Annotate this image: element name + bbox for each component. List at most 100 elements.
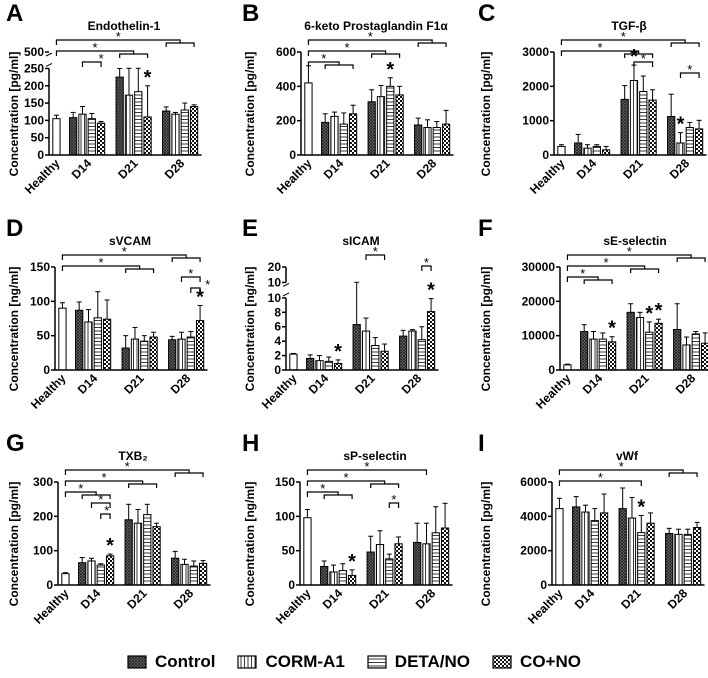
- significance-label: *: [125, 459, 130, 474]
- chart-title: sP-selectin: [343, 449, 407, 463]
- bar: [646, 522, 655, 586]
- legend-label: DETA/NO: [394, 652, 471, 671]
- bar: [386, 85, 395, 156]
- significance-bracket: [90, 502, 111, 508]
- bar: [682, 344, 691, 371]
- x-tick-label: Healthy: [22, 156, 63, 197]
- significance-bracket: [307, 50, 401, 58]
- significance-bracket: [388, 502, 400, 508]
- x-tick-label: Healthy: [31, 586, 72, 627]
- significance-star: *: [348, 551, 356, 573]
- significance-label: *: [604, 255, 609, 270]
- x-tick-label: D14: [320, 586, 346, 612]
- panel-letter: F: [478, 215, 493, 242]
- y-tick-label: 50: [282, 544, 296, 558]
- bar: [574, 142, 583, 156]
- significance-label: *: [99, 51, 104, 66]
- significance-star: *: [196, 286, 204, 308]
- x-tick-label: D14: [574, 156, 600, 182]
- x-tick-label: D21: [366, 586, 392, 612]
- bar: [324, 360, 333, 371]
- bar: [338, 570, 347, 586]
- x-tick-label: D14: [78, 586, 104, 612]
- bar: [102, 318, 112, 371]
- chart-title: Endothelin-1: [87, 19, 161, 33]
- significance-bracket: [64, 491, 111, 499]
- legend: Control CORM-A1 DETA/NO CO+NO: [0, 650, 708, 674]
- bar: [348, 113, 358, 156]
- bar: [692, 526, 702, 586]
- significance-star: *: [608, 318, 616, 340]
- bar: [162, 110, 171, 156]
- bar: [408, 330, 417, 371]
- chart-title: TGF-β: [611, 19, 647, 33]
- y-tick-label: 100: [24, 113, 44, 127]
- bar: [78, 113, 87, 156]
- y-tick-label: 150: [275, 475, 295, 489]
- bar: [96, 122, 106, 156]
- significance-label: *: [368, 29, 373, 44]
- checkerboard-swatch-icon: [492, 655, 512, 669]
- y-tick-label: 300: [33, 475, 53, 489]
- significance-label: *: [687, 62, 692, 77]
- crosshatch-swatch-icon: [127, 655, 147, 669]
- bar: [380, 350, 389, 371]
- x-tick-label: Healthy: [533, 371, 574, 412]
- y-tick-label: 3000: [522, 45, 549, 59]
- significance-label: *: [580, 266, 585, 281]
- x-tick-label: D21: [618, 586, 644, 612]
- bar: [75, 309, 84, 371]
- significance-bracket: [64, 480, 158, 488]
- panel-letter: D: [6, 215, 24, 242]
- y-tick-label: 8: [274, 305, 281, 319]
- bar: [376, 96, 386, 156]
- y-tick-label: 20000: [522, 294, 556, 308]
- y-tick-label: 200: [276, 114, 296, 128]
- significance-bracket: [306, 491, 353, 499]
- x-tick-label: D14: [306, 371, 332, 397]
- bar: [168, 339, 177, 371]
- bar: [143, 514, 152, 586]
- bar: [195, 320, 205, 371]
- bar: [115, 76, 124, 156]
- x-tick-label: D14: [572, 586, 598, 612]
- bar: [177, 338, 186, 371]
- y-tick-label: 0: [37, 148, 44, 162]
- x-tick-label: D28: [413, 586, 439, 612]
- legend-label: CORM-A1: [265, 652, 345, 671]
- y-tick-label: 50: [31, 131, 45, 145]
- bar: [361, 330, 371, 371]
- bar: [321, 121, 330, 156]
- significance-bracket: [558, 469, 698, 477]
- significance-star: *: [144, 67, 152, 89]
- bar: [371, 344, 380, 371]
- significance-bracket: [560, 39, 700, 47]
- significance-bracket: [81, 61, 102, 67]
- y-tick-label: 200: [24, 79, 44, 93]
- chart-title: sICAM: [342, 234, 380, 248]
- bar: [620, 98, 629, 156]
- bar: [685, 127, 694, 156]
- bar: [134, 91, 143, 156]
- bar: [422, 543, 431, 586]
- bar: [700, 342, 708, 371]
- bar: [152, 526, 161, 586]
- bar: [61, 573, 70, 586]
- significance-label: *: [391, 492, 396, 507]
- panel-letter: E: [242, 215, 259, 242]
- y-tick-label: 600: [276, 45, 296, 59]
- significance-bracket: [306, 469, 428, 475]
- legend-item-co-no: CO+NO: [492, 652, 581, 672]
- significance-bracket: [64, 469, 204, 477]
- significance-label: *: [364, 459, 369, 474]
- x-tick-label: Healthy: [525, 586, 566, 627]
- bar: [87, 560, 96, 586]
- y-tick-label: 2: [274, 349, 281, 363]
- bar-chart: * 0 200 400 600 Healthy D14 D21 D28 * * *: [274, 29, 454, 197]
- significance-label: *: [598, 40, 603, 55]
- bar: [133, 522, 143, 586]
- bar: [581, 511, 590, 586]
